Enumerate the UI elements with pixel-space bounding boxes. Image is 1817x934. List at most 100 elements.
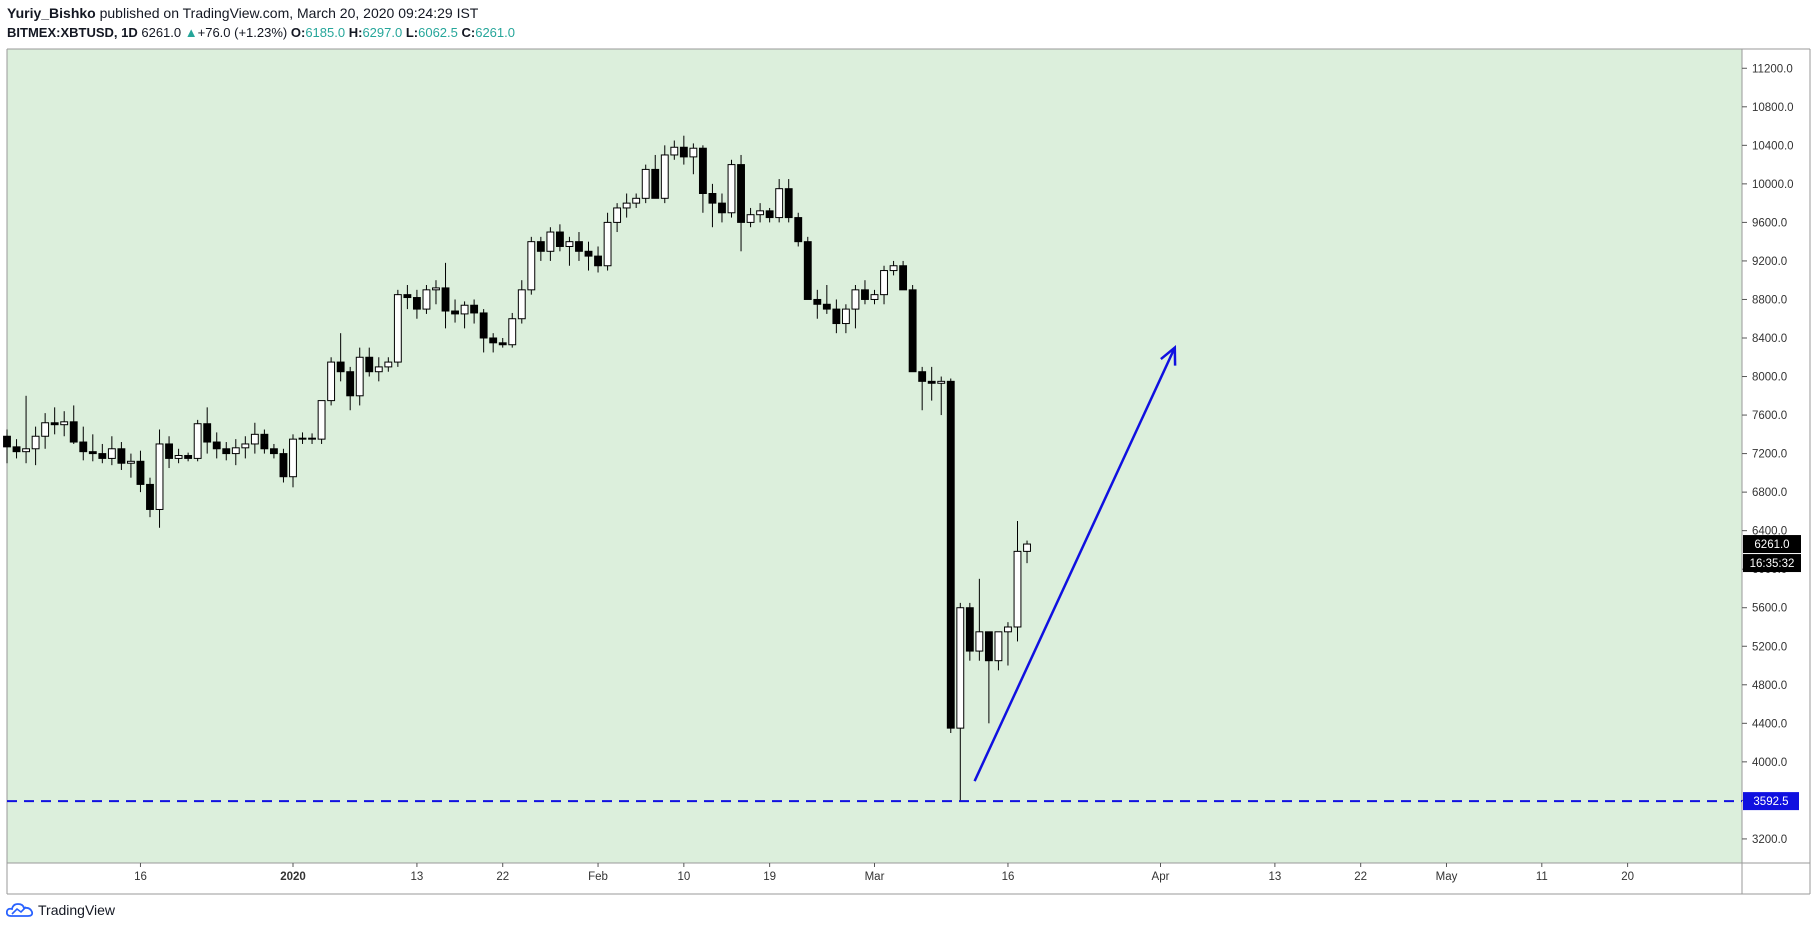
candle <box>107 436 116 466</box>
footer-brand[interactable]: TradingView <box>38 902 116 918</box>
candle <box>241 436 250 459</box>
candle-body-up <box>31 435 40 450</box>
candle <box>889 260 898 276</box>
drawings <box>7 345 1742 803</box>
candle <box>3 429 11 464</box>
price-tick-label: 5600.0 <box>1752 603 1787 615</box>
candle <box>451 299 459 323</box>
candle-body-down <box>50 422 59 426</box>
candle <box>975 578 984 661</box>
time-axis-panel[interactable] <box>7 863 1810 894</box>
candle-body-up <box>517 289 526 320</box>
candle-body-up <box>460 304 469 315</box>
price-tick-label: 3200.0 <box>1752 834 1787 846</box>
candle <box>155 429 164 528</box>
candle <box>260 429 269 454</box>
candle <box>622 193 631 218</box>
candle <box>794 212 803 247</box>
close-value: 6261.0 <box>475 25 515 40</box>
candle <box>470 299 479 324</box>
last-price: 6261.0 <box>141 25 182 40</box>
candle-body-up <box>1023 543 1031 552</box>
candle-body-up <box>60 421 69 426</box>
price-tick-label: 4800.0 <box>1752 680 1787 692</box>
candle <box>641 164 650 204</box>
candle <box>393 289 402 367</box>
price-tick-label: 6800.0 <box>1752 487 1787 499</box>
candle-body-up <box>155 443 164 510</box>
candle-body-up <box>174 455 183 459</box>
candle-body-down <box>260 433 269 450</box>
candle-body-up <box>851 289 860 310</box>
candle <box>31 426 40 466</box>
candle <box>441 262 450 329</box>
candle-body-up <box>889 265 898 272</box>
candle-body-down <box>965 607 974 652</box>
last-price-label: 6261.0 <box>1754 539 1789 551</box>
support-price-label: 3592.5 <box>1753 796 1788 808</box>
price-tick-label: 5200.0 <box>1752 641 1787 653</box>
candle <box>136 450 145 493</box>
time-tick-label: 22 <box>496 871 509 883</box>
candle <box>927 366 936 401</box>
candle <box>546 227 555 261</box>
candle <box>365 347 374 377</box>
candle <box>956 602 965 802</box>
price-tick-label: 9600.0 <box>1752 217 1787 229</box>
time-tick-label: Mar <box>865 871 885 883</box>
candle-body-up <box>422 289 431 310</box>
price-tick-label: 10400.0 <box>1752 140 1794 152</box>
candle <box>822 285 831 314</box>
candle <box>870 289 879 305</box>
candle-body-down <box>184 455 193 459</box>
candle-body-up <box>756 210 765 216</box>
price-tick-label: 9200.0 <box>1752 256 1787 268</box>
price-tick-label: 4400.0 <box>1752 718 1787 730</box>
candle <box>50 407 59 435</box>
candle <box>327 357 336 406</box>
close-label: C: <box>461 25 476 40</box>
candle <box>298 432 307 444</box>
price-axis-panel[interactable] <box>1742 49 1810 863</box>
candle-body-down <box>594 255 602 267</box>
symbol-name[interactable]: BITMEX:XBTUSD, 1D <box>7 25 138 40</box>
candle-body-up <box>22 448 30 453</box>
candle-body-down <box>765 210 774 219</box>
candle <box>41 413 50 449</box>
candle <box>498 337 507 348</box>
candle <box>841 304 850 334</box>
author-name[interactable]: Yuriy_Bishko <box>7 5 96 21</box>
time-tick-label: 11 <box>1536 871 1548 883</box>
candle-body-up <box>289 438 297 478</box>
candle-body-down <box>165 443 173 459</box>
candle <box>508 312 517 348</box>
price-tick-label: 10000.0 <box>1752 179 1794 191</box>
footer: TradingView <box>6 902 115 918</box>
open-label: O: <box>290 25 306 40</box>
low-label: L: <box>405 25 419 40</box>
time-tick-label: 13 <box>411 871 424 883</box>
candle-body-down <box>451 310 459 315</box>
high-value: 6297.0 <box>362 25 403 40</box>
candle <box>880 265 888 305</box>
candle-body-down <box>403 294 412 299</box>
candle-body-up <box>432 287 440 291</box>
chart-background <box>7 49 1742 863</box>
candle-body-up <box>994 631 1003 662</box>
candle-body-up <box>508 318 517 346</box>
candles <box>3 135 1031 802</box>
candle <box>555 224 564 252</box>
candle <box>231 439 240 466</box>
candle <box>1013 521 1022 642</box>
candle-body-up <box>298 437 307 440</box>
candle-body-up <box>241 443 250 449</box>
candle-body-down <box>832 308 841 325</box>
candle <box>222 442 231 461</box>
candle <box>899 260 908 291</box>
open-value: 6185.0 <box>305 25 346 40</box>
candle-body-down <box>3 435 11 448</box>
candle <box>803 236 812 300</box>
candle <box>146 477 154 518</box>
time-tick-label: Apr <box>1152 871 1170 883</box>
